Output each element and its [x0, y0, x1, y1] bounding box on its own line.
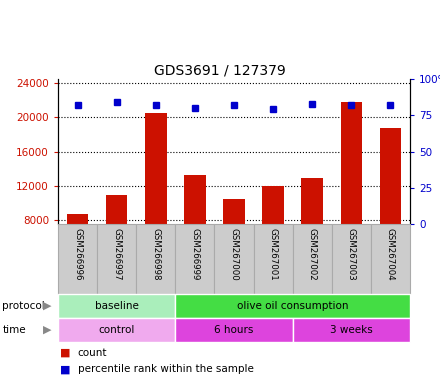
Text: GSM267003: GSM267003: [347, 227, 356, 280]
Bar: [106, 195, 128, 224]
Text: 3 weeks: 3 weeks: [330, 325, 373, 335]
Bar: [136, 224, 175, 294]
Bar: [175, 318, 293, 342]
Bar: [332, 224, 371, 294]
Text: ■: ■: [60, 348, 70, 358]
Text: GSM266997: GSM266997: [112, 227, 121, 280]
Text: GSM267002: GSM267002: [308, 227, 317, 280]
Bar: [175, 224, 214, 294]
Bar: [293, 224, 332, 294]
Text: GSM267001: GSM267001: [268, 227, 278, 280]
Text: protocol: protocol: [2, 301, 45, 311]
Text: GSM266998: GSM266998: [151, 227, 160, 280]
Bar: [253, 224, 293, 294]
Text: 6 hours: 6 hours: [214, 325, 254, 335]
Bar: [380, 127, 401, 224]
Text: GSM267000: GSM267000: [230, 227, 238, 280]
Bar: [145, 113, 166, 224]
Bar: [67, 214, 88, 224]
Bar: [371, 224, 410, 294]
Text: percentile rank within the sample: percentile rank within the sample: [77, 364, 253, 374]
Bar: [175, 294, 410, 318]
Bar: [214, 224, 253, 294]
Bar: [262, 185, 284, 224]
Bar: [58, 224, 97, 294]
Bar: [293, 318, 410, 342]
Bar: [58, 294, 175, 318]
Text: ■: ■: [60, 364, 70, 374]
Text: time: time: [2, 325, 26, 335]
Text: GSM267004: GSM267004: [386, 227, 395, 280]
Bar: [184, 175, 205, 224]
Bar: [341, 102, 362, 224]
Text: control: control: [99, 325, 135, 335]
Text: count: count: [77, 348, 107, 358]
Bar: [97, 224, 136, 294]
Bar: [301, 178, 323, 224]
Text: baseline: baseline: [95, 301, 139, 311]
Bar: [58, 318, 175, 342]
Text: GSM266999: GSM266999: [191, 227, 199, 280]
Text: GSM266996: GSM266996: [73, 227, 82, 280]
Text: GDS3691 / 127379: GDS3691 / 127379: [154, 63, 286, 77]
Text: ▶: ▶: [43, 325, 51, 335]
Text: ▶: ▶: [43, 301, 51, 311]
Bar: [223, 199, 245, 224]
Text: olive oil consumption: olive oil consumption: [237, 301, 348, 311]
